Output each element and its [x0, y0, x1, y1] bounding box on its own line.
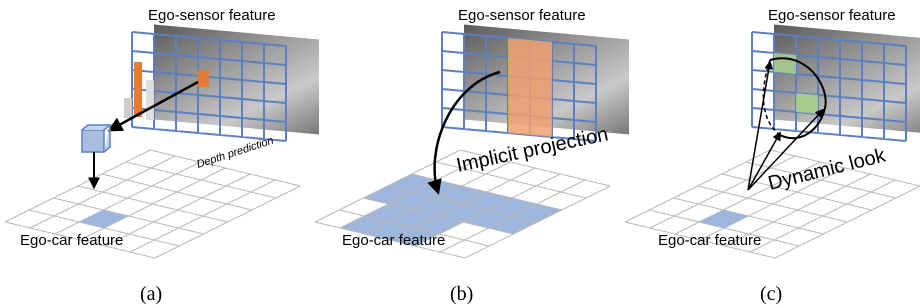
- sensor-label: Ego-sensor feature: [458, 7, 586, 24]
- car-label: Ego-car feature: [20, 232, 123, 249]
- panel-b: Implicit projection Ego-sensor feature E…: [315, 7, 629, 305]
- sensor-label: Ego-sensor feature: [148, 7, 276, 24]
- caption: (a): [140, 283, 162, 305]
- sensor-label: Ego-sensor feature: [768, 7, 896, 24]
- panel-c: Dynamic look Ego-sensor feature Ego-car …: [625, 7, 920, 305]
- car-label: Ego-car feature: [658, 232, 761, 249]
- car-label: Ego-car feature: [342, 232, 445, 249]
- caption: (b): [450, 283, 473, 305]
- panel-a: Ego-sensor feature Ego-car feature Depth…: [5, 7, 319, 305]
- caption: (c): [760, 283, 782, 305]
- annotation: Depth prediction: [195, 135, 275, 171]
- figure: Ego-sensor feature Ego-car feature Depth…: [0, 0, 920, 308]
